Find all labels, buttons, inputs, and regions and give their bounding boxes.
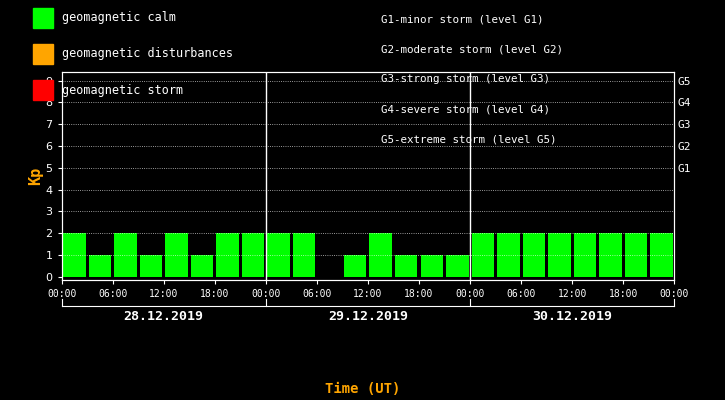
Bar (471, 233, 494, 277)
Bar (370, 233, 392, 277)
Text: 28.12.2019: 28.12.2019 (124, 310, 204, 323)
Text: G3-strong storm (level G3): G3-strong storm (level G3) (381, 74, 550, 84)
Bar (293, 233, 315, 277)
Bar (625, 233, 647, 277)
Bar (573, 233, 596, 277)
Text: 29.12.2019: 29.12.2019 (328, 310, 408, 323)
Bar (650, 233, 673, 277)
Bar (63, 233, 86, 277)
Text: G5-extreme storm (level G5): G5-extreme storm (level G5) (381, 134, 556, 144)
Text: geomagnetic calm: geomagnetic calm (62, 12, 175, 24)
Y-axis label: Kp: Kp (28, 167, 43, 185)
Text: G1-minor storm (level G1): G1-minor storm (level G1) (381, 14, 543, 24)
Bar (191, 255, 213, 277)
Text: geomagnetic disturbances: geomagnetic disturbances (62, 48, 233, 60)
Bar (446, 255, 468, 277)
Bar (548, 233, 571, 277)
Bar (344, 255, 366, 277)
Bar (497, 233, 520, 277)
Bar (599, 233, 621, 277)
Text: G4-severe storm (level G4): G4-severe storm (level G4) (381, 104, 550, 114)
Bar (242, 233, 265, 277)
Text: geomagnetic storm: geomagnetic storm (62, 84, 183, 96)
Bar (268, 233, 290, 277)
Bar (420, 255, 443, 277)
Bar (395, 255, 418, 277)
Bar (88, 255, 111, 277)
Bar (165, 233, 188, 277)
Bar (115, 233, 137, 277)
Text: G2-moderate storm (level G2): G2-moderate storm (level G2) (381, 44, 563, 54)
Text: Time (UT): Time (UT) (325, 382, 400, 396)
Bar (523, 233, 545, 277)
Bar (216, 233, 239, 277)
Bar (140, 255, 162, 277)
Text: 30.12.2019: 30.12.2019 (532, 310, 612, 323)
